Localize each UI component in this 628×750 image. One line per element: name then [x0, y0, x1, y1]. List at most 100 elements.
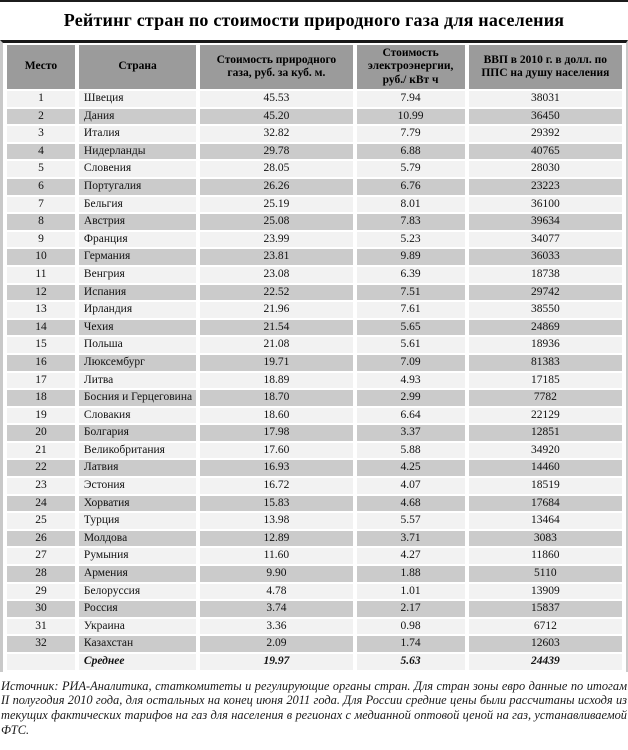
rank-cell: 23 — [7, 478, 75, 494]
gas-price-cell: 19.71 — [200, 354, 353, 371]
rank-cell: 5 — [7, 161, 75, 177]
country-cell: Франция — [78, 231, 197, 248]
rank-cell: 12 — [7, 284, 75, 301]
table-row: 1 Швеция 45.53 7.94 38031 — [7, 91, 622, 107]
rank-cell: 3 — [7, 126, 75, 142]
table-row: 2 Дания 45.20 10.99 36450 — [7, 108, 622, 125]
gdp-cell: 36033 — [468, 249, 622, 265]
gas-price-cell: 3.74 — [200, 601, 353, 617]
electricity-price-cell: 6.39 — [356, 266, 465, 283]
table-row: 28 Армения 9.90 1.88 5110 — [7, 566, 622, 582]
electricity-price-cell: 4.25 — [356, 460, 465, 477]
rank-cell: 11 — [7, 266, 75, 283]
electricity-price-cell: 6.88 — [356, 143, 465, 160]
gdp-cell: 13909 — [468, 583, 622, 600]
gas-price-cell: 28.05 — [200, 161, 353, 177]
electricity-price-cell: 4.07 — [356, 478, 465, 494]
rank-cell: 17 — [7, 372, 75, 389]
gas-price-cell: 23.99 — [200, 231, 353, 248]
average-gdp: 24439 — [468, 654, 622, 670]
table-row: 27 Румыния 11.60 4.27 11860 — [7, 548, 622, 565]
rank-cell: 10 — [7, 249, 75, 265]
gdp-cell: 18936 — [468, 337, 622, 353]
table-row: 26 Молдова 12.89 3.71 3083 — [7, 530, 622, 547]
electricity-price-cell: 5.79 — [356, 161, 465, 177]
electricity-price-cell: 6.76 — [356, 178, 465, 195]
gas-price-cell: 21.08 — [200, 337, 353, 353]
gdp-cell: 29392 — [468, 126, 622, 142]
country-cell: Австрия — [78, 214, 197, 230]
electricity-price-cell: 1.74 — [356, 636, 465, 652]
gas-price-ranking-table: Место Страна Стоимость природного газа, … — [0, 40, 628, 672]
country-cell: Эстония — [78, 478, 197, 494]
gas-price-cell: 23.81 — [200, 249, 353, 265]
country-cell: Хорватия — [78, 495, 197, 512]
gas-price-cell: 16.93 — [200, 460, 353, 477]
table-row: 22 Латвия 16.93 4.25 14460 — [7, 460, 622, 477]
gas-price-cell: 18.89 — [200, 372, 353, 389]
gdp-cell: 38550 — [468, 302, 622, 318]
table-row: 13 Ирландия 21.96 7.61 38550 — [7, 302, 622, 318]
rank-cell: 27 — [7, 548, 75, 565]
average-gas-price: 19.97 — [200, 654, 353, 670]
gdp-cell: 6712 — [468, 618, 622, 635]
country-cell: Белоруссия — [78, 583, 197, 600]
rank-cell: 16 — [7, 354, 75, 371]
rank-cell: 31 — [7, 618, 75, 635]
table-header-row: Место Страна Стоимость природного газа, … — [7, 45, 622, 89]
electricity-price-cell: 9.89 — [356, 249, 465, 265]
electricity-price-cell: 7.94 — [356, 91, 465, 107]
gdp-cell: 24869 — [468, 319, 622, 336]
electricity-price-cell: 0.98 — [356, 618, 465, 635]
electricity-price-cell: 6.64 — [356, 407, 465, 424]
gdp-cell: 22129 — [468, 407, 622, 424]
country-cell: Дания — [78, 108, 197, 125]
gas-price-cell: 11.60 — [200, 548, 353, 565]
gas-price-cell: 2.09 — [200, 636, 353, 652]
country-cell: Ирландия — [78, 302, 197, 318]
electricity-price-cell: 5.57 — [356, 513, 465, 529]
country-cell: Польша — [78, 337, 197, 353]
gdp-cell: 36100 — [468, 196, 622, 213]
rank-cell — [7, 654, 75, 670]
table-row: 17 Литва 18.89 4.93 17185 — [7, 372, 622, 389]
rank-cell: 26 — [7, 530, 75, 547]
gas-price-cell: 25.08 — [200, 214, 353, 230]
gas-price-cell: 12.89 — [200, 530, 353, 547]
table-row: 15 Польша 21.08 5.61 18936 — [7, 337, 622, 353]
gdp-cell: 7782 — [468, 390, 622, 406]
table-row: 14 Чехия 21.54 5.65 24869 — [7, 319, 622, 336]
table-row: 24 Хорватия 15.83 4.68 17684 — [7, 495, 622, 512]
country-cell: Швеция — [78, 91, 197, 107]
gdp-cell: 18519 — [468, 478, 622, 494]
country-cell: Бельгия — [78, 196, 197, 213]
average-label: Среднее — [78, 654, 197, 670]
gas-price-cell: 45.20 — [200, 108, 353, 125]
table-row: 21 Великобритания 17.60 5.88 34920 — [7, 442, 622, 459]
rank-cell: 2 — [7, 108, 75, 125]
table-row: 31 Украина 3.36 0.98 6712 — [7, 618, 622, 635]
rank-cell: 29 — [7, 583, 75, 600]
gdp-cell: 81383 — [468, 354, 622, 371]
column-header-gas-price: Стоимость природного газа, руб. за куб. … — [200, 45, 353, 89]
country-cell: Чехия — [78, 319, 197, 336]
rank-cell: 28 — [7, 566, 75, 582]
electricity-price-cell: 5.88 — [356, 442, 465, 459]
gdp-cell: 38031 — [468, 91, 622, 107]
country-cell: Россия — [78, 601, 197, 617]
gas-price-cell: 21.96 — [200, 302, 353, 318]
rank-cell: 20 — [7, 425, 75, 441]
country-cell: Словакия — [78, 407, 197, 424]
country-cell: Турция — [78, 513, 197, 529]
gdp-cell: 14460 — [468, 460, 622, 477]
table-row: 11 Венгрия 23.08 6.39 18738 — [7, 266, 622, 283]
electricity-price-cell: 2.17 — [356, 601, 465, 617]
country-cell: Люксембург — [78, 354, 197, 371]
gdp-cell: 11860 — [468, 548, 622, 565]
country-cell: Босния и Герцеговина — [78, 390, 197, 406]
gdp-cell: 23223 — [468, 178, 622, 195]
electricity-price-cell: 2.99 — [356, 390, 465, 406]
rank-cell: 4 — [7, 143, 75, 160]
gdp-cell: 28030 — [468, 161, 622, 177]
table-row: 3 Италия 32.82 7.79 29392 — [7, 126, 622, 142]
